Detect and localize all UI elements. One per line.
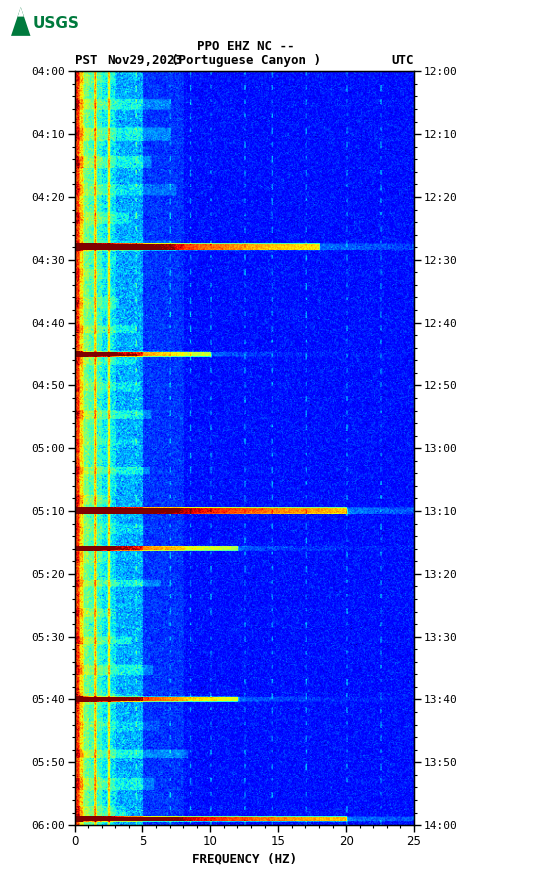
Text: Nov29,2023: Nov29,2023 <box>108 54 183 67</box>
Text: USGS: USGS <box>33 15 80 30</box>
Text: UTC: UTC <box>391 54 414 67</box>
Text: PPO EHZ NC --: PPO EHZ NC -- <box>197 40 294 53</box>
Text: PST: PST <box>75 54 97 67</box>
Polygon shape <box>11 7 30 36</box>
Polygon shape <box>18 7 24 17</box>
X-axis label: FREQUENCY (HZ): FREQUENCY (HZ) <box>192 852 297 865</box>
Text: (Portuguese Canyon ): (Portuguese Canyon ) <box>171 54 321 67</box>
